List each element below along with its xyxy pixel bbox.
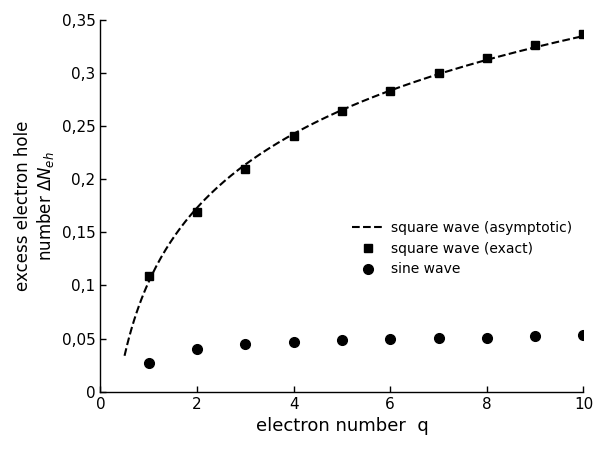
square wave (asymptotic) [580,33,587,39]
square wave (exact) [338,109,345,114]
sine wave [580,333,587,338]
sine wave [483,335,490,340]
square wave (exact) [145,273,152,278]
Line: square wave (exact): square wave (exact) [144,30,588,280]
Line: sine wave: sine wave [144,330,588,368]
square wave (exact) [532,43,539,48]
square wave (asymptotic) [563,37,570,43]
sine wave [338,337,345,342]
Y-axis label: excess electron hole
number $\Delta N_{eh}$: excess electron hole number $\Delta N_{e… [14,121,56,291]
sine wave [387,336,394,341]
square wave (exact) [435,70,442,76]
sine wave [290,339,297,344]
square wave (asymptotic) [140,290,148,295]
sine wave [532,334,539,339]
square wave (asymptotic) [211,188,218,193]
square wave (asymptotic) [121,353,128,358]
X-axis label: electron number  q: electron number q [256,417,429,435]
sine wave [435,335,442,340]
square wave (asymptotic) [150,269,157,274]
square wave (exact) [290,134,297,139]
sine wave [194,347,201,352]
sine wave [145,360,152,365]
Legend: square wave (asymptotic), square wave (exact), sine wave: square wave (asymptotic), square wave (e… [348,216,577,281]
square wave (exact) [580,31,587,37]
square wave (exact) [387,88,394,93]
square wave (asymptotic) [249,156,257,162]
square wave (exact) [242,166,249,171]
square wave (exact) [483,56,490,61]
square wave (asymptotic) [604,28,607,34]
sine wave [242,341,249,347]
square wave (exact) [194,210,201,215]
Line: square wave (asymptotic): square wave (asymptotic) [124,31,607,356]
